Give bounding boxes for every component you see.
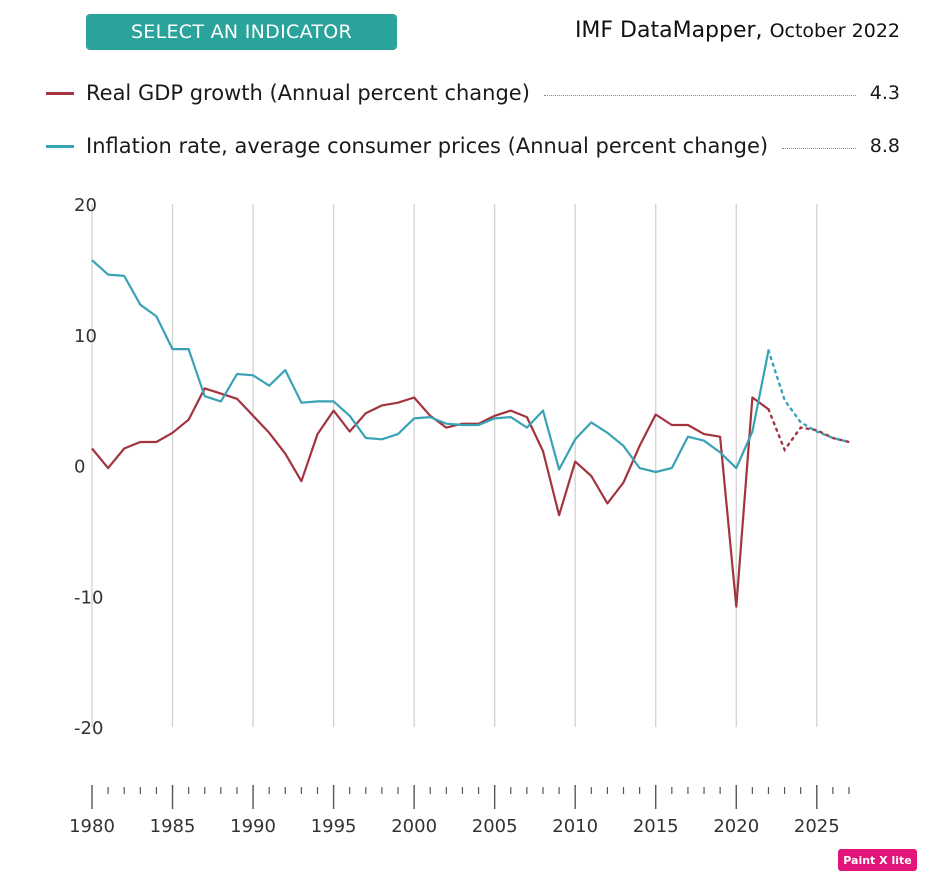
y-tick-label: 0 (74, 457, 85, 478)
gdp-swatch-icon (46, 91, 74, 95)
brand-name: IMF DataMapper, (574, 18, 763, 43)
x-tick-label: 1995 (311, 816, 357, 837)
series-projection-gdp[interactable] (767, 408, 851, 453)
x-tick-label: 1985 (150, 816, 196, 837)
series-line-gdp[interactable] (91, 387, 770, 608)
x-tick-label: 2000 (391, 816, 437, 837)
gdp-legend-value: 4.3 (869, 82, 900, 104)
inflation-legend-label: Inflation rate, average consumer prices … (86, 134, 769, 158)
inflation-legend-value: 8.8 (869, 135, 900, 157)
inflation-swatch-icon (46, 144, 74, 148)
series-projection-inflation[interactable] (767, 349, 851, 444)
x-tick-label: 1990 (230, 816, 276, 837)
brand-title: IMF DataMapper, October 2022 (575, 18, 900, 43)
legend-item-inflation[interactable]: Inflation rate, average consumer prices … (46, 132, 900, 160)
x-tick-label: 2005 (472, 816, 518, 837)
select-indicator-button[interactable]: SELECT AN INDICATOR (86, 14, 397, 50)
legend-item-gdp[interactable]: Real GDP growth (Annual percent change) … (46, 79, 900, 107)
y-tick-label: 20 (74, 195, 97, 216)
x-tick-label: 2020 (713, 816, 759, 837)
y-tick-label: -20 (74, 718, 103, 739)
legend-leader-dots (782, 147, 856, 149)
y-tick-label: 10 (74, 326, 97, 347)
x-tick-label: 2015 (633, 816, 679, 837)
edition-date: October 2022 (769, 20, 900, 42)
gdp-legend-label: Real GDP growth (Annual percent change) (86, 81, 530, 105)
x-tick-label: 2025 (794, 816, 840, 837)
watermark-badge: Paint X lite (838, 849, 917, 871)
x-tick-label: 1980 (69, 816, 115, 837)
y-tick-label: -10 (74, 587, 103, 608)
series-line-inflation[interactable] (91, 259, 770, 474)
x-tick-label: 2010 (552, 816, 598, 837)
legend-leader-dots (543, 94, 856, 96)
